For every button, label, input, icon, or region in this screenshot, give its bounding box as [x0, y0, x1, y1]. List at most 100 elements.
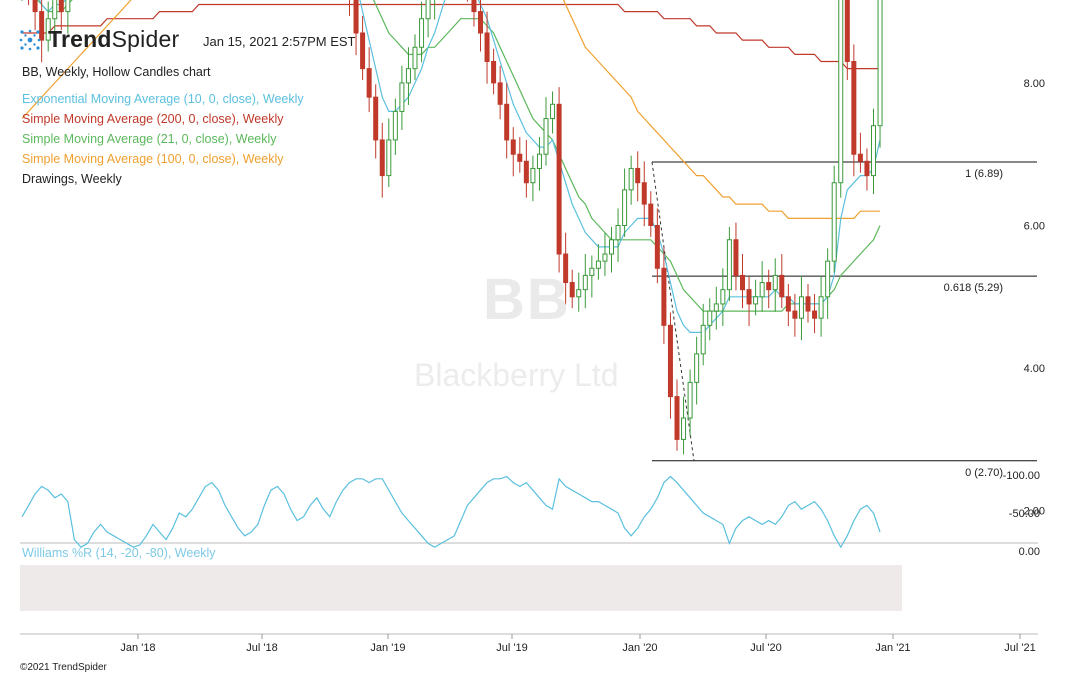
candle-body — [838, 0, 844, 184]
candle-body — [615, 225, 621, 241]
candle-body — [497, 82, 503, 105]
sma-200-line — [22, 3, 880, 70]
candle-body — [65, 0, 71, 13]
time-tick-label: Jul '19 — [496, 642, 527, 654]
spider-logo-icon — [19, 29, 41, 50]
candle-body — [419, 18, 425, 48]
price-tick-label: 2.00 — [1024, 506, 1045, 518]
williams-r-band — [20, 565, 902, 611]
williams-r-label[interactable]: Williams %R (14, -20, -80), Weekly — [22, 546, 216, 560]
candle-body — [648, 203, 654, 226]
brand-light: Spider — [111, 26, 180, 52]
ema-10-line — [38, 0, 881, 333]
candle-body — [484, 32, 490, 63]
candle-body — [844, 0, 850, 63]
candle-body — [628, 167, 634, 191]
time-tick-label: Jul '21 — [1004, 642, 1035, 654]
candle-body — [471, 0, 477, 13]
candle-body — [851, 61, 857, 155]
candle-body — [798, 296, 804, 319]
candle-body — [379, 139, 385, 177]
candle-body — [805, 296, 811, 312]
williams-r-line — [21, 475, 881, 549]
candle-body — [569, 282, 575, 298]
candle-body — [772, 274, 778, 291]
candle-body — [812, 310, 818, 319]
candle-body — [720, 289, 726, 305]
candle-body — [589, 267, 595, 276]
wr-tick-label: -50.00 — [1009, 508, 1040, 520]
candle-body — [412, 46, 418, 70]
legend-sma-100[interactable]: Simple Moving Average (100, 0, close), W… — [22, 152, 284, 166]
candle-body — [674, 396, 680, 440]
trendspider-logo: TrendSpider — [18, 26, 179, 53]
candle-body — [857, 153, 863, 162]
candles — [21, 0, 883, 455]
candle-body — [635, 167, 641, 184]
candle-body — [694, 353, 700, 383]
legend-sma-200[interactable]: Simple Moving Average (200, 0, close), W… — [22, 112, 284, 126]
candle-body — [681, 417, 687, 440]
legend-ema-10[interactable]: Exponential Moving Average (10, 0, close… — [22, 92, 304, 106]
candle-body — [491, 61, 497, 84]
candle-body — [871, 125, 876, 177]
candle-body — [753, 296, 759, 305]
moving-averages — [21, 0, 881, 333]
time-tick-label: Jul '20 — [750, 642, 781, 654]
candle-body — [654, 225, 660, 269]
candle-body — [52, 0, 58, 20]
candle-body — [543, 118, 549, 155]
candle-body — [641, 182, 647, 205]
candle-body — [360, 32, 366, 70]
time-tick-label: Jan '21 — [875, 642, 910, 654]
chart-title: BB, Weekly, Hollow Candles chart — [22, 65, 211, 79]
candle-body — [399, 82, 405, 112]
candle-body — [707, 310, 713, 326]
sma-100-line — [21, 0, 880, 219]
candle-body — [661, 267, 667, 326]
fib-level-label: 0.618 (5.29) — [944, 282, 1003, 294]
brand-name: TrendSpider — [48, 26, 179, 53]
candle-body — [386, 139, 392, 177]
candle-body — [713, 303, 719, 312]
candle-body — [687, 381, 693, 419]
candle-body — [366, 68, 372, 98]
time-tick-label: Jan '20 — [622, 642, 657, 654]
candle-body — [602, 253, 608, 262]
candle-body — [58, 0, 64, 13]
time-tick-label: Jul '18 — [246, 642, 277, 654]
candle-body — [792, 310, 798, 319]
fib-swing-line — [651, 161, 695, 461]
wr-tick-label: 0.00 — [1019, 546, 1040, 558]
price-tick-label: 4.00 — [1024, 363, 1045, 375]
legend-sma-21[interactable]: Simple Moving Average (21, 0, close), We… — [22, 132, 277, 146]
candle-body — [825, 260, 831, 298]
candle-body — [536, 153, 542, 169]
williams-r-pane: 0.00 -50.00 -100.00 — [21, 470, 1040, 558]
candle-body — [740, 274, 745, 291]
candle-body — [877, 0, 883, 127]
candle-body — [563, 253, 569, 284]
candle-body — [864, 160, 870, 177]
candle-body — [425, 0, 431, 20]
candle-body — [504, 103, 510, 141]
legend-drawings[interactable]: Drawings, Weekly — [22, 172, 122, 186]
fibonacci-extension[interactable]: 2.618 (13.67)2 (11.08)1.618 (9.48)1 (6.8… — [651, 0, 1037, 479]
candle-body — [700, 324, 706, 355]
brand-bold: Trend — [48, 26, 112, 52]
candle-body — [373, 96, 379, 141]
candle-body — [405, 68, 411, 84]
copyright: ©2021 TrendSpider — [20, 662, 107, 673]
candle-body — [831, 182, 837, 262]
candle-body — [759, 282, 765, 298]
timestamp: Jan 15, 2021 2:57PM EST — [203, 34, 356, 49]
time-tick-label: Jan '18 — [120, 642, 155, 654]
candle-body — [818, 296, 824, 319]
candle-body — [667, 324, 673, 398]
wr-tick-label: -100.00 — [1003, 470, 1040, 482]
candle-body — [609, 239, 614, 255]
candle-body — [779, 274, 785, 298]
candle-body — [478, 11, 483, 34]
